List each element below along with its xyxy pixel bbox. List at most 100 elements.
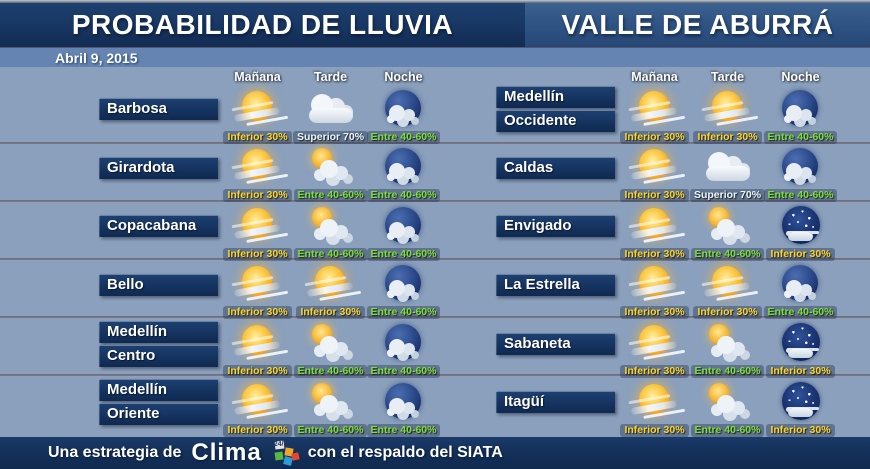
probability-label: Superior 70%	[689, 189, 766, 203]
partly-sunny-icon	[229, 323, 287, 364]
badge-square	[291, 452, 300, 461]
location-name: Medellín	[99, 379, 218, 402]
forecast-row-bello: Bello Inferior 30% Inferior 30% Entre 40…	[99, 262, 443, 321]
forecast-cell-afternoon: Inferior 30%	[294, 262, 367, 321]
row-divider	[0, 258, 870, 260]
probability-label: Entre 40-60%	[366, 364, 441, 378]
forecast-cell-night: Entre 40-60%	[366, 320, 441, 379]
forecast-cell-afternoon: Entre 40-60%	[690, 203, 765, 262]
forecast-cell-morning: Inferior 30%	[221, 145, 294, 204]
forecast-row-barbosa: Barbosa Inferior 30% Superior 70% Entre …	[99, 86, 443, 145]
clima-logo: Clima	[191, 439, 262, 466]
location-plate: Copacabana	[99, 203, 221, 262]
forecast-cell-afternoon: Entre 40-60%	[293, 320, 368, 379]
location-name: Girardota	[99, 156, 218, 179]
probability-label: Entre 40-60%	[366, 306, 441, 320]
night-cloudy-icon	[772, 147, 830, 188]
probability-label: Entre 40-60%	[293, 423, 368, 437]
forecast-cell-morning: Inferior 30%	[221, 320, 294, 379]
cloudy-icon	[302, 89, 360, 130]
night-starry-icon	[772, 205, 830, 247]
sun-cloud-icon	[699, 323, 757, 364]
forecast-row-girardota: Girardota Inferior 30% Entre 40-60% Entr…	[99, 145, 443, 204]
title-bar: PROBABILIDAD DE LLUVIA VALLE DE ABURRÁ	[0, 3, 870, 47]
location-plate: Medellín Occidente	[496, 86, 618, 145]
top-edge-line	[0, 0, 870, 3]
forecast-cell-night: Entre 40-60%	[366, 86, 441, 145]
sun-cloud-icon	[302, 206, 360, 247]
probability-label: Inferior 30%	[223, 247, 292, 261]
location-plate: Itagüí	[496, 379, 618, 438]
row-divider	[0, 200, 870, 202]
column-header-afternoon: Tarde	[710, 70, 745, 84]
forecast-cell-night: Entre 40-60%	[366, 379, 441, 438]
partly-sunny-icon	[229, 382, 287, 423]
night-cloudy-icon	[375, 264, 433, 305]
probability-label: Entre 40-60%	[293, 247, 368, 261]
probability-label: Entre 40-60%	[293, 189, 368, 203]
partly-sunny-icon	[229, 147, 287, 188]
forecast-cell-morning: Inferior 30%	[221, 379, 294, 438]
probability-label: Inferior 30%	[766, 247, 835, 261]
forecast-cell-morning: Inferior 30%	[618, 262, 691, 321]
forecast-cell-afternoon: Entre 40-60%	[690, 379, 765, 438]
forecast-cell-afternoon: Entre 40-60%	[293, 203, 368, 262]
partly-sunny-icon	[626, 382, 684, 423]
forecast-cell-night: Entre 40-60%	[763, 86, 838, 145]
location-name: Copacabana	[99, 215, 218, 238]
partly-sunny-icon	[626, 147, 684, 188]
forecast-cell-morning: Inferior 30%	[221, 86, 294, 145]
column-headers: Mañana Tarde Noche	[618, 70, 840, 86]
forecast-cell-morning: Inferior 30%	[618, 379, 691, 438]
main-title-panel: PROBABILIDAD DE LLUVIA	[0, 3, 525, 47]
forecast-cell-night: Entre 40-60%	[763, 145, 838, 204]
night-cloudy-icon	[375, 147, 433, 188]
location-plate: Medellín Centro	[99, 320, 221, 379]
forecast-cell-night: Inferior 30%	[764, 379, 837, 438]
row-divider	[0, 142, 870, 144]
probability-label: Entre 40-60%	[366, 423, 441, 437]
forecast-cell-afternoon: Entre 40-60%	[293, 145, 368, 204]
probability-label: Inferior 30%	[693, 306, 762, 320]
location-plate: Girardota	[99, 145, 221, 204]
probability-label: Inferior 30%	[620, 364, 689, 378]
partly-sunny-icon	[302, 264, 360, 305]
forecast-cell-morning: Inferior 30%	[221, 262, 294, 321]
badge-square	[274, 451, 284, 461]
location-name: Caldas	[496, 156, 615, 179]
column-header-night: Noche	[781, 70, 820, 84]
probability-label: Entre 40-60%	[690, 423, 765, 437]
forecast-row-la-estrella: La Estrella Inferior 30% Inferior 30% En…	[496, 262, 840, 321]
location-plate: Caldas	[496, 145, 618, 204]
column-header-afternoon: Tarde	[313, 70, 348, 84]
location-name: Bello	[99, 274, 218, 297]
footer-suffix: con el respaldo del SIATA	[307, 444, 503, 461]
night-cloudy-icon	[375, 206, 433, 247]
cloudy-icon	[699, 147, 757, 188]
probability-label: Inferior 30%	[620, 423, 689, 437]
forecast-row-itagui: Itagüí Inferior 30% Entre 40-60% Inferio…	[496, 379, 840, 438]
partly-sunny-icon	[229, 264, 287, 305]
column-header-morning: Mañana	[631, 70, 678, 84]
location-plate: La Estrella	[496, 262, 618, 321]
night-starry-icon	[772, 381, 830, 423]
night-cloudy-icon	[375, 89, 433, 130]
forecast-cell-afternoon: Superior 70%	[689, 145, 766, 204]
clima-247-badge-icon: 24/7	[272, 440, 300, 466]
night-cloudy-icon	[375, 382, 433, 423]
row-divider	[0, 374, 870, 376]
location-name-line2: Oriente	[99, 403, 218, 426]
forecast-row-copacabana: Copacabana Inferior 30% Entre 40-60% Ent…	[99, 203, 443, 262]
forecast-group-right: Mañana Tarde Noche Medellín Occidente In…	[496, 70, 840, 438]
probability-label: Inferior 30%	[620, 189, 689, 203]
forecast-cell-afternoon: Inferior 30%	[691, 86, 764, 145]
probability-label: Inferior 30%	[620, 247, 689, 261]
probability-label: Inferior 30%	[223, 130, 292, 144]
forecast-cell-afternoon: Entre 40-60%	[690, 320, 765, 379]
sun-cloud-icon	[302, 147, 360, 188]
forecast-cell-morning: Inferior 30%	[618, 86, 691, 145]
column-header-night: Noche	[384, 70, 423, 84]
probability-label: Entre 40-60%	[366, 130, 441, 144]
probability-label: Entre 40-60%	[690, 364, 765, 378]
probability-label: Entre 40-60%	[366, 247, 441, 261]
